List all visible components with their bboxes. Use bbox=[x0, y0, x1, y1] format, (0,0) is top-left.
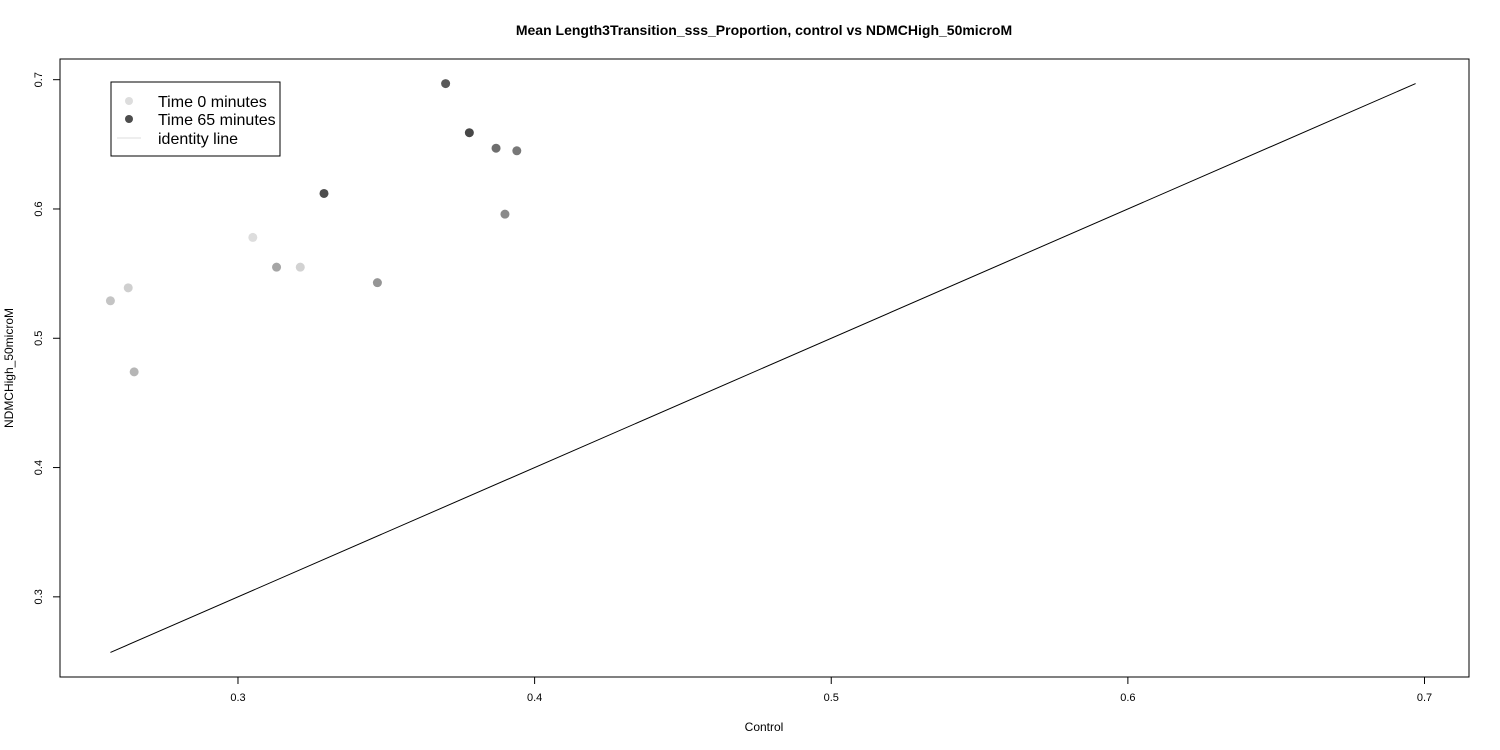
points-layer bbox=[105, 79, 522, 377]
y-axis-label: NDMCHigh_50microM bbox=[2, 308, 16, 428]
x-axis-label: Control bbox=[745, 720, 784, 734]
data-point bbox=[105, 296, 115, 306]
y-tick-label: 0.3 bbox=[33, 589, 45, 604]
data-point bbox=[500, 209, 510, 219]
x-tick-label: 0.5 bbox=[824, 692, 839, 704]
x-tick-label: 0.7 bbox=[1417, 692, 1432, 704]
x-tick-label: 0.4 bbox=[527, 692, 542, 704]
data-point bbox=[372, 278, 382, 288]
data-point bbox=[512, 146, 522, 156]
y-tick-label: 0.6 bbox=[33, 201, 45, 216]
data-point bbox=[295, 262, 305, 272]
data-point bbox=[441, 79, 451, 89]
data-point bbox=[491, 143, 501, 153]
legend-label-time-65: Time 65 minutes bbox=[158, 112, 276, 129]
y-tick-label: 0.7 bbox=[33, 72, 45, 87]
data-point bbox=[319, 188, 329, 198]
y-axis: 0.3 0.4 0.5 0.6 0.7 bbox=[33, 72, 60, 604]
data-point bbox=[464, 128, 474, 138]
data-point bbox=[248, 232, 258, 242]
legend-marker-time-65 bbox=[125, 115, 133, 123]
data-point bbox=[123, 283, 133, 293]
data-point bbox=[129, 367, 139, 377]
legend-label-identity-line: identity line bbox=[158, 131, 238, 148]
x-tick-label: 0.6 bbox=[1120, 692, 1135, 704]
identity-line-layer bbox=[110, 83, 1416, 653]
y-tick-label: 0.4 bbox=[33, 460, 45, 475]
identity-line bbox=[110, 83, 1416, 653]
y-tick-label: 0.5 bbox=[33, 331, 45, 346]
legend-marker-time-0 bbox=[125, 97, 133, 105]
data-point bbox=[272, 262, 282, 272]
legend-label-time-0: Time 0 minutes bbox=[158, 94, 267, 111]
x-tick-label: 0.3 bbox=[230, 692, 245, 704]
legend-box bbox=[110, 81, 281, 157]
legend: Time 0 minutes Time 65 minutes identity … bbox=[110, 81, 281, 157]
chart-title: Mean Length3Transition_sss_Proportion, c… bbox=[516, 22, 1012, 38]
x-axis: 0.3 0.4 0.5 0.6 0.7 bbox=[230, 677, 1432, 704]
plot-frame bbox=[59, 58, 1470, 678]
